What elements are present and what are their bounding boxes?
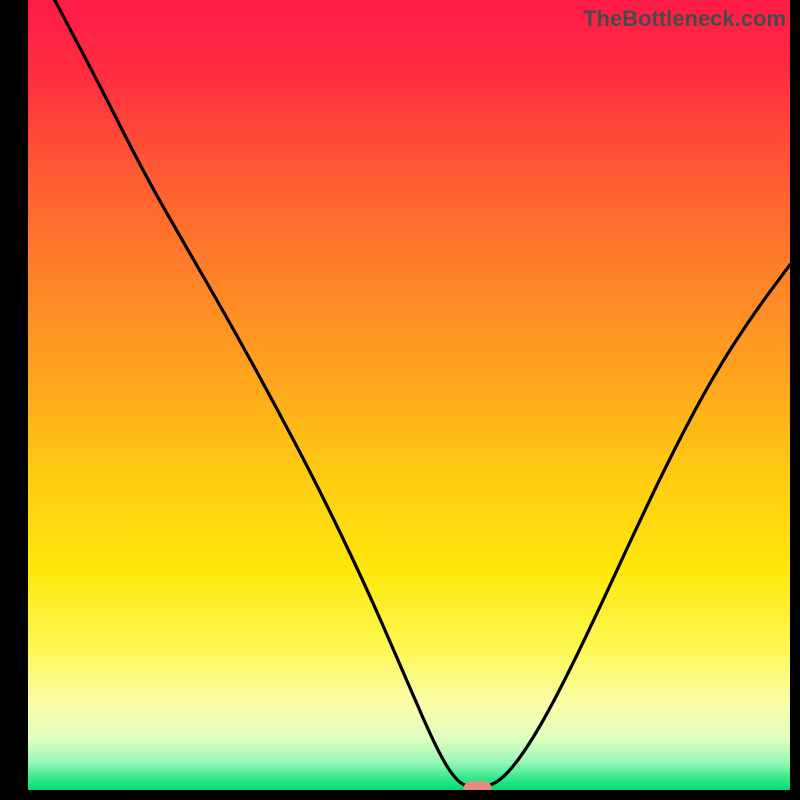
axis-border-bottom xyxy=(0,790,800,800)
watermark-text: TheBottleneck.com xyxy=(583,6,786,32)
gradient-background xyxy=(0,0,800,800)
axis-border-right xyxy=(790,0,800,800)
chart-stage: TheBottleneck.com xyxy=(0,0,800,800)
axis-border-left xyxy=(0,0,28,800)
